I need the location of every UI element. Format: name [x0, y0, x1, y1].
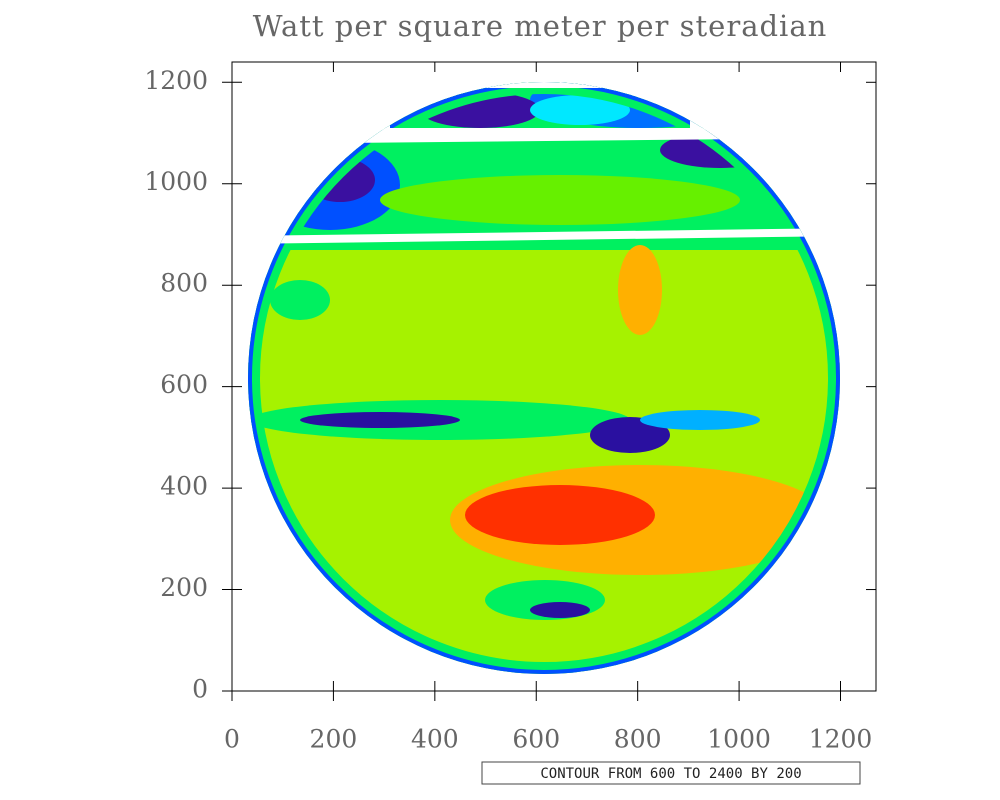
y-tick-label: 1000	[144, 167, 208, 196]
x-tick-label: 200	[310, 725, 358, 754]
chart-title: Watt per square meter per steradian	[253, 9, 828, 43]
y-tick-label: 200	[160, 573, 208, 602]
annotation-box	[481, 761, 861, 785]
y-tick-label: 0	[192, 675, 208, 704]
x-tick-label: 1200	[809, 725, 873, 754]
y-tick-label: 800	[160, 269, 208, 298]
x-tick-label: 400	[411, 725, 459, 754]
y-tick-label: 400	[160, 472, 208, 501]
y-tick-label: 1200	[144, 66, 208, 95]
annotation: CONTOUR FROM 600 TO 2400 BY 200	[540, 766, 801, 782]
satellite-image	[248, 82, 840, 674]
x-tick-label: 600	[512, 725, 560, 754]
x-tick-label: 1000	[707, 725, 771, 754]
x-tick-label: 800	[614, 725, 662, 754]
y-tick-label: 600	[160, 370, 208, 399]
plot-frame	[231, 61, 877, 692]
x-tick-label: 0	[224, 725, 240, 754]
